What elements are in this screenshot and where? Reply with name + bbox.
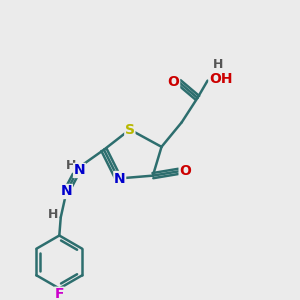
Text: O: O [179,164,191,178]
Text: O: O [168,75,179,89]
Text: N: N [61,184,72,199]
Text: H: H [47,208,58,221]
Text: N: N [114,172,126,185]
Text: N: N [74,164,85,177]
Text: S: S [125,123,135,136]
Text: OH: OH [209,72,232,86]
Text: H: H [66,159,76,172]
Text: F: F [55,287,64,300]
Text: H: H [212,58,223,71]
